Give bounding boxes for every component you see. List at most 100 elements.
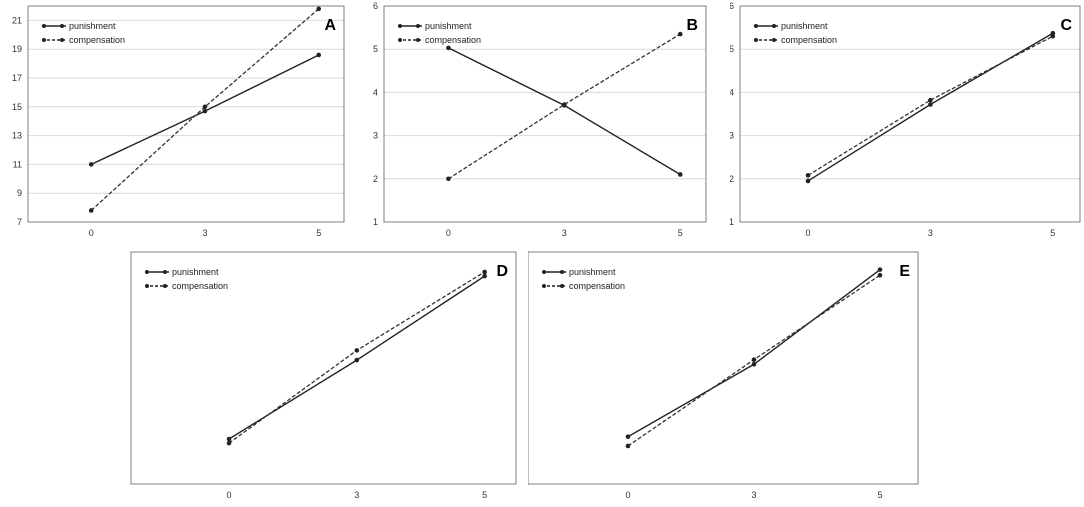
panel-label: B: [686, 17, 698, 34]
x-tick-label: 5: [1050, 228, 1055, 238]
chart-panel-c: 1 2 3 4 5 6 0 3 5 punishment compensation C: [729, 0, 1084, 240]
legend-marker: [560, 284, 564, 288]
data-point-compensation: [562, 102, 567, 107]
data-point-compensation: [354, 348, 360, 353]
legend-label: punishment: [69, 21, 116, 31]
legend-marker: [542, 284, 546, 288]
legend-label: compensation: [781, 35, 837, 45]
series-line-punishment: [448, 47, 681, 176]
y-tick-label: 3: [373, 131, 378, 141]
y-tick-label: 1: [373, 217, 378, 227]
chart-panel-e: 123456035punishmentcompensationE: [517, 242, 928, 502]
x-tick-label: 0: [226, 490, 231, 500]
data-point-punishment: [316, 52, 322, 58]
legend-marker: [416, 38, 420, 42]
series-line-punishment: [627, 269, 881, 438]
data-point-punishment: [677, 172, 683, 177]
legend-marker: [60, 38, 64, 42]
series-line-compensation: [448, 33, 681, 180]
panel-label: C: [1060, 17, 1072, 34]
data-point-punishment: [751, 361, 757, 367]
legend-label: compensation: [69, 35, 125, 45]
x-tick-label: 3: [751, 490, 756, 500]
x-tick-label: 0: [446, 228, 451, 238]
chart-svg: 1 2 3 4 5 6 0 3 5 punishment compensation C: [729, 1, 1081, 238]
legend-marker: [416, 24, 420, 28]
data-point-compensation: [625, 443, 631, 449]
data-point-compensation: [1050, 33, 1056, 39]
y-tick-label: 3: [730, 131, 734, 141]
chart-panel-a: 7 9 11 13 15 17 19 21 0 3 5 punishment compensation A: [0, 0, 346, 240]
legend-marker: [772, 24, 776, 28]
y-tick-label: 5: [373, 44, 378, 54]
y-tick-label: 17: [12, 73, 22, 83]
data-point-compensation: [877, 272, 883, 278]
data-point-punishment: [202, 108, 208, 114]
x-tick-label: 5: [877, 490, 882, 500]
data-point-punishment: [805, 178, 811, 184]
x-tick-label: 5: [678, 228, 683, 238]
x-tick-label: 5: [316, 228, 321, 238]
legend-marker: [772, 38, 776, 42]
x-tick-label: 3: [202, 228, 207, 238]
x-tick-label: 3: [354, 490, 359, 500]
data-point-compensation: [805, 173, 811, 178]
data-point-punishment: [226, 436, 232, 442]
y-tick-label: 2: [730, 174, 734, 184]
y-tick-label: 7: [17, 217, 22, 227]
chart-svg: 1 2 3 4 5 6 0 3 5 punishment compensation B: [373, 1, 707, 238]
data-point-punishment: [482, 273, 487, 279]
legend-label: punishment: [425, 21, 472, 31]
data-point-punishment: [88, 162, 94, 167]
legend-marker: [145, 270, 149, 274]
panel-label: D: [496, 263, 508, 280]
legend-marker: [398, 24, 402, 28]
y-tick-label: 19: [12, 44, 22, 54]
data-point-punishment: [446, 45, 451, 51]
legend-marker: [560, 270, 564, 274]
y-tick-label: 6: [373, 1, 378, 11]
legend-marker: [542, 270, 546, 274]
data-point-compensation: [202, 104, 208, 110]
legend-marker: [42, 24, 46, 28]
x-tick-label: 3: [562, 228, 567, 238]
plot-frame: [739, 5, 1081, 223]
y-tick-label: 4: [373, 87, 378, 97]
legend-label: punishment: [172, 267, 219, 277]
legend-marker: [398, 38, 402, 42]
legend-marker: [42, 38, 46, 42]
y-tick-label: 21: [12, 15, 22, 25]
legend-label: punishment: [781, 21, 828, 31]
y-tick-label: 1: [730, 217, 734, 227]
x-tick-label: 3: [928, 228, 933, 238]
plot-frame: [527, 251, 919, 485]
chart-svg: 123456035punishmentcompensationD: [120, 247, 517, 500]
y-tick-label: 6: [730, 1, 734, 11]
y-tick-label: 13: [12, 131, 22, 141]
plot-frame: [130, 251, 517, 485]
data-point-compensation: [226, 440, 232, 446]
x-tick-label: 0: [805, 228, 810, 238]
data-point-punishment: [354, 357, 360, 363]
chart-panel-b: 1 2 3 4 5 6 0 3 5 punishment compensation B: [364, 0, 710, 240]
legend-marker: [163, 270, 167, 274]
y-tick-label: 9: [17, 188, 22, 198]
legend-marker: [60, 24, 64, 28]
y-tick-label: 5: [730, 44, 734, 54]
data-point-compensation: [88, 208, 94, 213]
y-tick-label: 2: [373, 174, 378, 184]
y-tick-label: 4: [730, 87, 734, 97]
plot-frame: [383, 5, 707, 223]
legend-label: compensation: [172, 281, 228, 291]
legend-label: punishment: [569, 267, 616, 277]
chart-svg: 7 9 11 13 15 17 19 21 0 3 5 punishment compensation A: [12, 5, 345, 238]
legend-marker: [754, 38, 758, 42]
y-tick-label: 11: [13, 159, 22, 169]
y-tick-label: 15: [12, 102, 22, 112]
legend-marker: [754, 24, 758, 28]
data-point-punishment: [877, 267, 883, 272]
chart-panel-d: 123456035punishmentcompensationD: [120, 242, 528, 502]
data-point-punishment: [625, 434, 631, 439]
data-point-punishment: [928, 102, 933, 107]
series-line-punishment: [228, 275, 485, 440]
